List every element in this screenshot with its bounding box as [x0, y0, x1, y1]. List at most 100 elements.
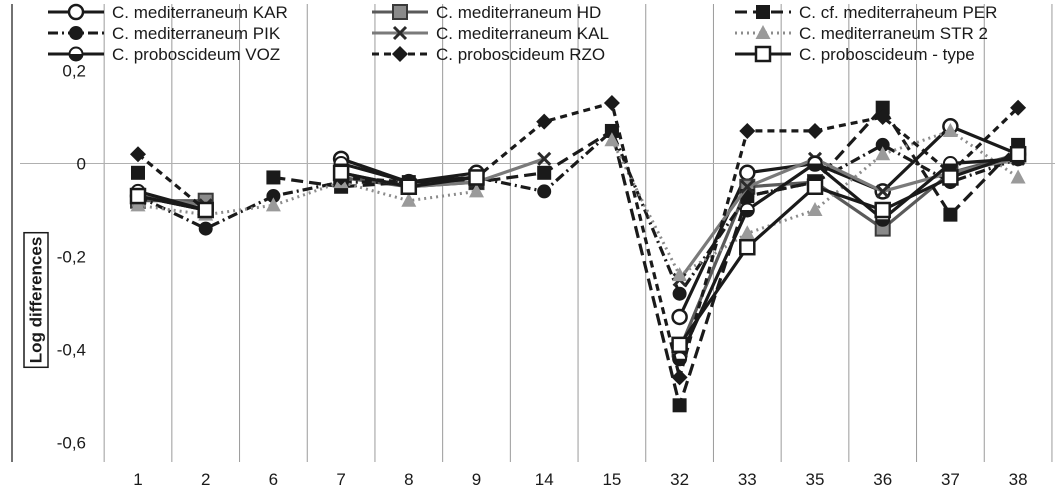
data-point-c-proboscideum-type: [129, 187, 147, 205]
y-axis-title: Log differences: [23, 231, 49, 369]
legend-swatch-marker: [67, 3, 85, 21]
data-point-c-proboscideum-type: [671, 336, 688, 354]
data-point-c-mediterraneum-kar: [671, 308, 688, 326]
x-tick-label: 7: [336, 470, 345, 489]
data-point-c-cf-mediterraneum-per: [266, 170, 281, 185]
legend-swatch-marker: [392, 4, 408, 20]
legend-swatch-marker: [754, 45, 772, 63]
legend-item-c-mediterraneum-kal: C. mediterraneum KAL: [372, 24, 609, 43]
data-point-c-proboscideum-rzo: [739, 122, 756, 139]
legend-item-c-cf-mediterraneum-per: C. cf. mediterraneum PER: [735, 3, 997, 22]
legend-label: C. proboscideum VOZ: [112, 45, 280, 64]
data-point-c-mediterraneum-str-2: [265, 197, 281, 212]
x-tick-label: 15: [602, 470, 621, 489]
data-point-c-proboscideum-rzo: [1010, 99, 1027, 116]
legend-item-c-proboscideum-voz: C. proboscideum VOZ: [48, 45, 280, 64]
data-point-c-mediterraneum-str-2: [1010, 169, 1026, 184]
x-tick-labels: 1 2 6 7 8 9 14 15 32 33 35 36 37 38: [133, 470, 1027, 489]
data-point-c-proboscideum-voz-fill: [876, 219, 890, 226]
x-tick-label: 37: [941, 470, 960, 489]
legend-label: C. mediterraneum KAL: [436, 24, 609, 43]
data-point-c-mediterraneum-pik: [537, 184, 552, 199]
legend-swatch-marker: [69, 26, 83, 40]
data-point-c-proboscideum-type: [806, 178, 824, 195]
legend-swatch-marker: [68, 46, 84, 62]
legend-swatch-marker: [392, 46, 408, 62]
series-group: [129, 95, 1027, 413]
data-point-c-proboscideum-type: [197, 201, 214, 219]
data-point-c-proboscideum-voz-fill: [740, 210, 754, 217]
legend-label: C. mediterraneum STR 2: [799, 24, 988, 43]
data-point-c-mediterraneum-str-2: [807, 202, 823, 216]
data-point-c-proboscideum-rzo: [536, 113, 553, 130]
data-point-c-proboscideum-rzo: [130, 146, 146, 163]
data-point-c-proboscideum-rzo: [874, 109, 891, 125]
x-tick-label: 38: [1009, 470, 1028, 489]
legend-item-c-proboscideum-type: C. proboscideum - type: [735, 45, 975, 64]
legend-item-c-mediterraneum-pik: C. mediterraneum PIK: [48, 24, 281, 43]
data-point-c-mediterraneum-kar: [739, 164, 756, 182]
data-point-c-mediterraneum-str-2: [130, 197, 146, 212]
data-point-c-proboscideum-type: [874, 201, 891, 219]
x-tick-label: 32: [670, 470, 689, 489]
data-point-c-proboscideum-type: [400, 178, 418, 195]
legend-item-c-mediterraneum-str-2: C. mediterraneum STR 2: [735, 24, 988, 43]
legend: C. mediterraneum KAR C. mediterraneum HD C…: [48, 3, 997, 64]
data-point-c-proboscideum-type: [1009, 145, 1027, 163]
y-axis-title-box: [23, 231, 49, 369]
data-point-c-cf-mediterraneum-per: [875, 100, 890, 115]
x-tick-label: 9: [472, 470, 481, 489]
legend-item-c-mediterraneum-kar: C. mediterraneum KAR: [48, 3, 288, 22]
x-tick-label: 14: [535, 470, 554, 489]
x-tick-label: 8: [404, 470, 413, 489]
y-tick-label: -0,4: [57, 341, 86, 360]
x-tick-label: 36: [873, 470, 892, 489]
legend-swatch-marker: [756, 5, 770, 19]
legend-swatch-marker-fill: [69, 54, 83, 61]
series-c-mediterraneum-str-2: [130, 122, 1026, 282]
y-tick-label: -0,2: [57, 248, 86, 267]
data-point-c-mediterraneum-str-2: [672, 267, 688, 282]
data-point-c-cf-mediterraneum-per: [672, 398, 687, 413]
data-point-c-proboscideum-rzo: [603, 95, 620, 112]
data-point-c-mediterraneum-str-2: [739, 225, 755, 240]
data-point-c-proboscideum-voz-fill: [808, 163, 822, 170]
x-tick-label: 33: [738, 470, 757, 489]
x-tick-label: 1: [133, 470, 142, 489]
data-point-c-proboscideum-type: [739, 238, 756, 256]
legend-label: C. mediterraneum HD: [436, 3, 601, 22]
legend-item-c-mediterraneum-hd: C. mediterraneum HD: [372, 3, 601, 22]
legend-label: C. proboscideum - type: [799, 45, 975, 64]
vertical-grid-lines: [20, 4, 1055, 462]
legend-item-c-proboscideum-rzo: C. proboscideum RZO: [372, 45, 605, 64]
data-point-c-proboscideum-rzo: [807, 122, 823, 139]
series-line-c-cf-mediterraneum-per: [273, 106, 1020, 407]
y-tick-labels: 0,2 0 -0,2 -0,4 -0,6: [57, 62, 86, 453]
legend-swatch-marker: [392, 25, 408, 41]
legend-label: C. mediterraneum PIK: [112, 24, 281, 43]
data-point-c-cf-mediterraneum-per: [131, 165, 145, 180]
data-point-c-mediterraneum-str-2: [942, 122, 958, 137]
legend-label: C. cf. mediterraneum PER: [799, 3, 997, 22]
legend-label: C. mediterraneum KAR: [112, 3, 288, 22]
data-point-c-mediterraneum-str-2: [875, 146, 891, 161]
y-axis-title-text: Log differences: [27, 237, 46, 364]
y-tick-label: -0,6: [57, 434, 86, 453]
legend-swatch-marker: [755, 25, 771, 39]
data-point-c-cf-mediterraneum-per: [537, 165, 552, 180]
x-tick-label: 6: [269, 470, 278, 489]
data-point-c-mediterraneum-pik: [198, 221, 213, 236]
data-point-c-mediterraneum-pik: [672, 286, 687, 301]
data-point-c-proboscideum-voz: [739, 202, 755, 218]
data-point-c-mediterraneum-str-2: [401, 192, 417, 207]
data-point-c-mediterraneum-str-2: [604, 132, 620, 147]
data-point-c-mediterraneum-kal: [537, 151, 552, 166]
data-point-c-proboscideum-voz: [807, 156, 823, 171]
data-point-c-mediterraneum-kal: [875, 184, 890, 199]
series-line-c-mediterraneum-pik: [137, 129, 1019, 296]
legend-label: C. proboscideum RZO: [436, 45, 605, 64]
data-point-c-proboscideum-type: [332, 164, 350, 182]
data-point-c-mediterraneum-kal: [740, 179, 755, 194]
data-point-c-proboscideum-type: [468, 169, 485, 186]
